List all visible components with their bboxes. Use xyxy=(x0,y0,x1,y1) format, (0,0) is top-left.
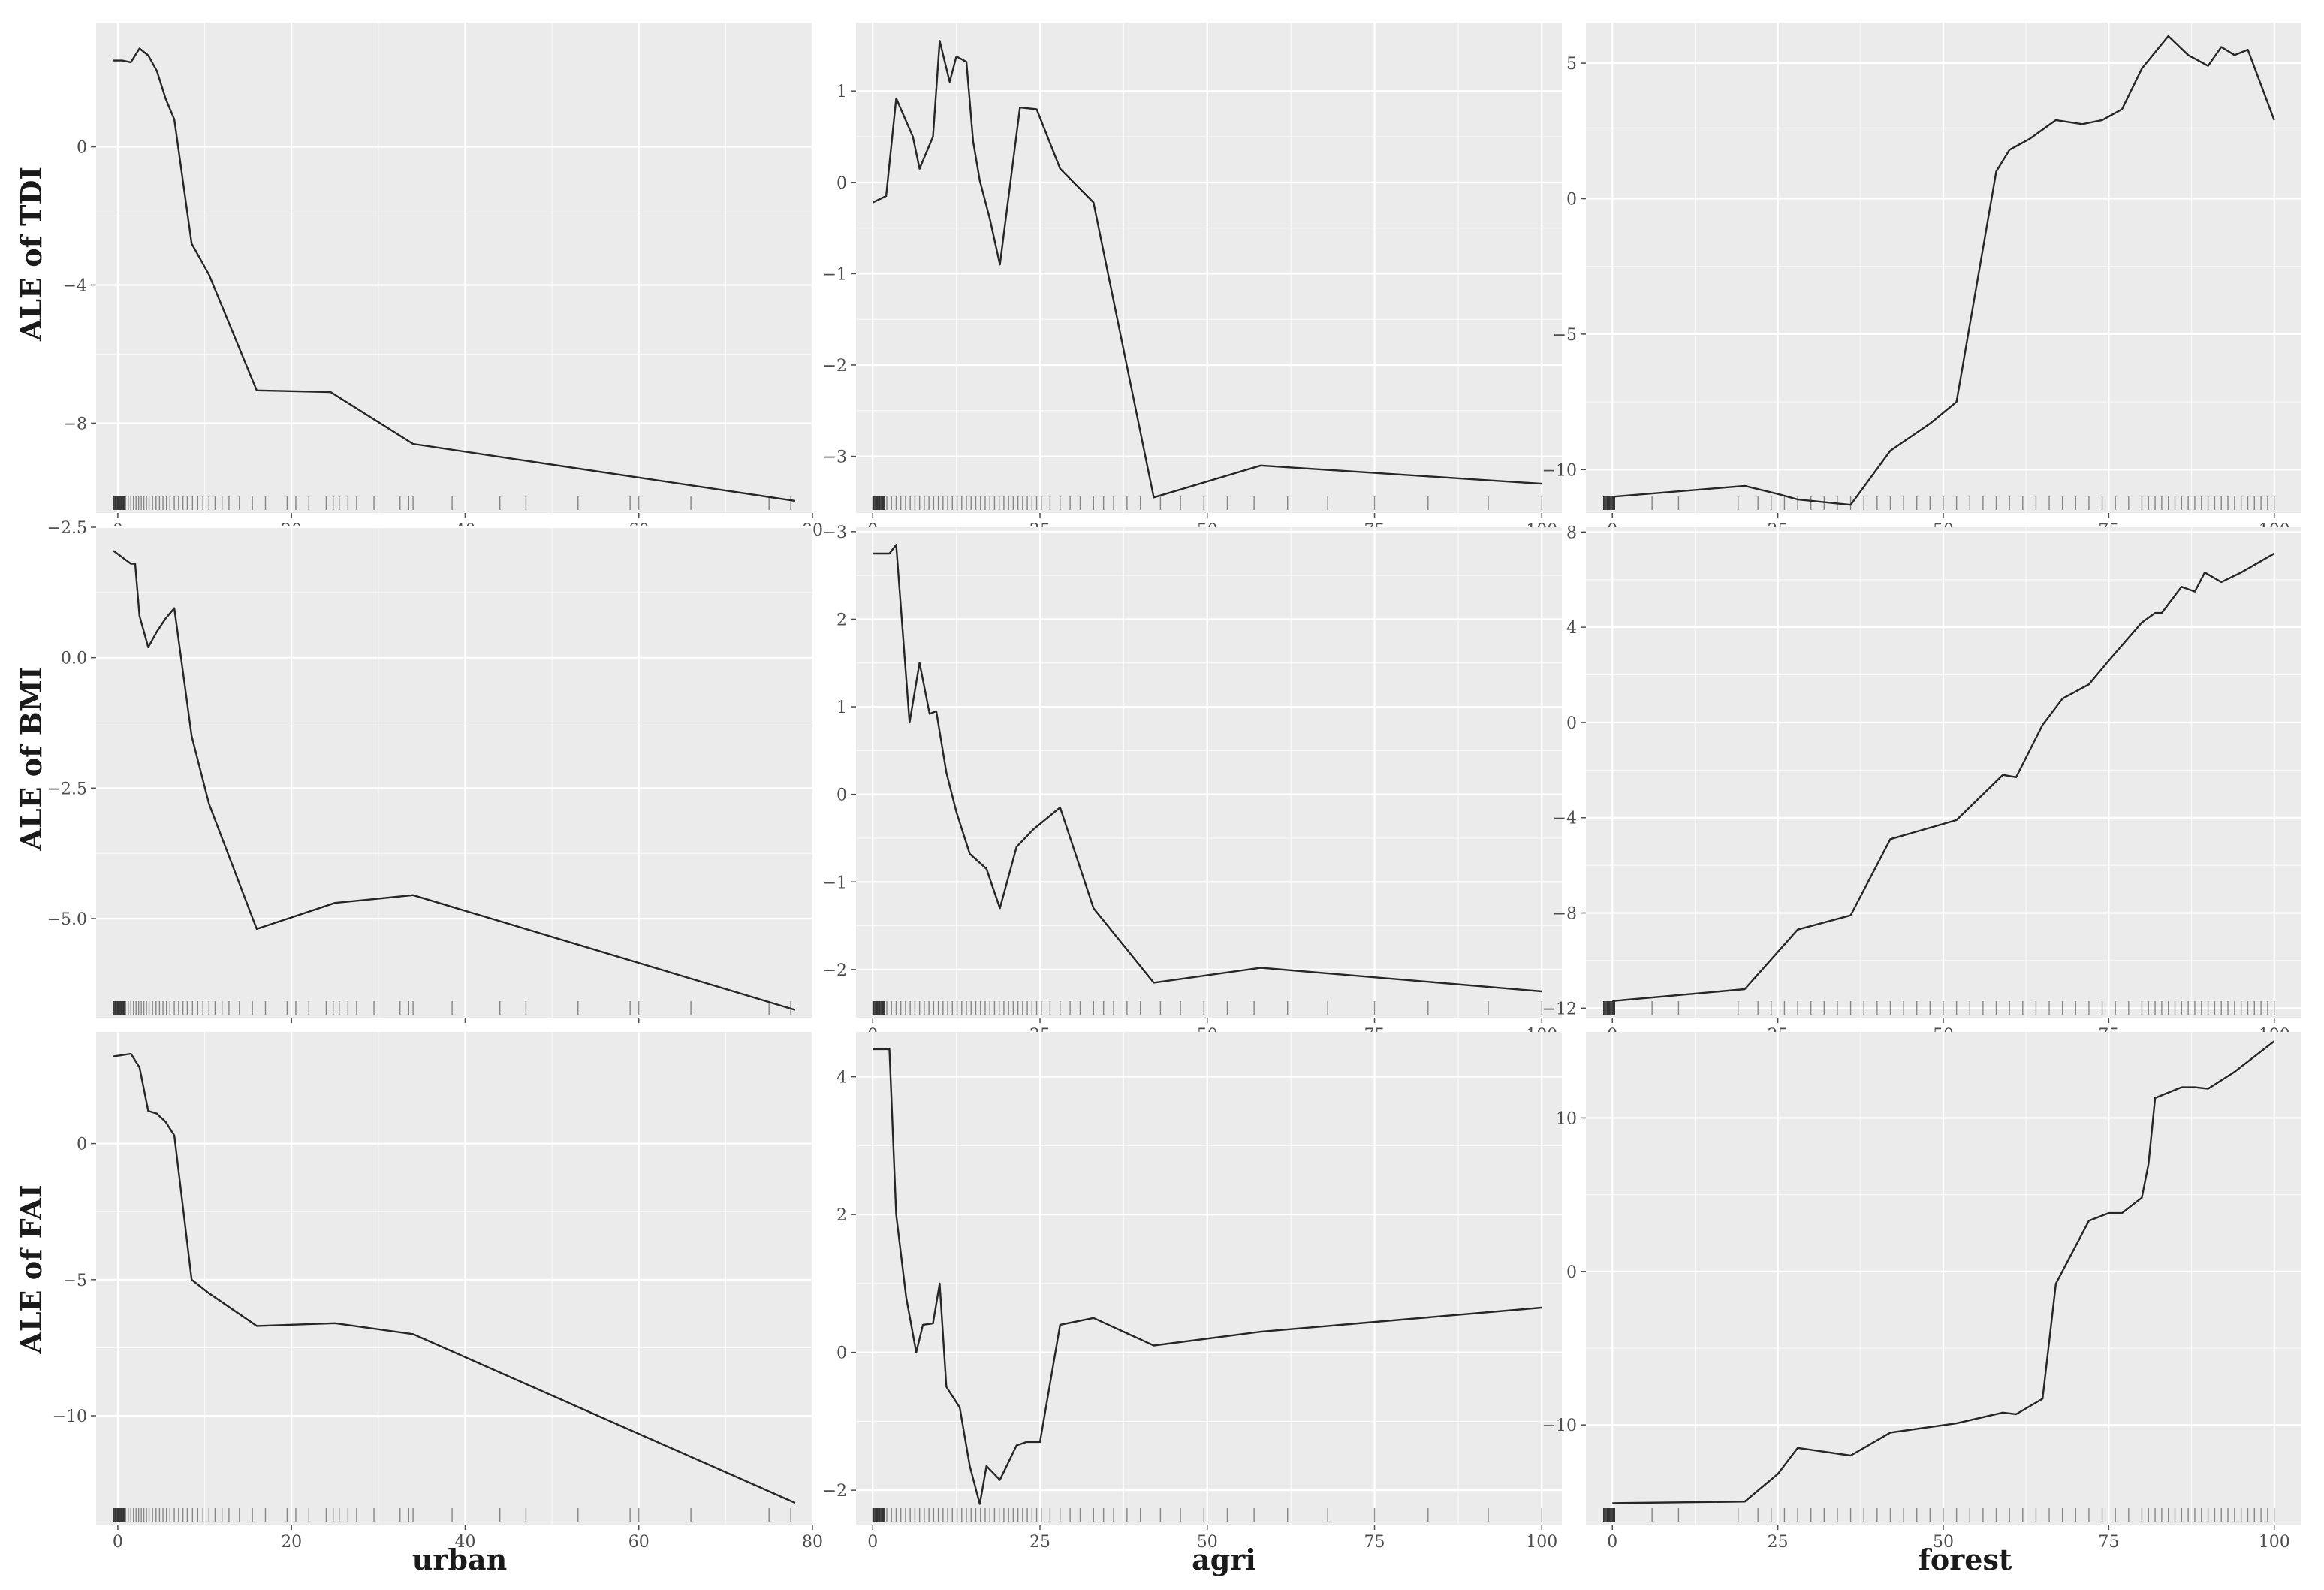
panel-7: 0 25 50 75 100 4 2 0 −2 xyxy=(823,1032,1562,1552)
y-tick-label: 1 xyxy=(836,698,847,717)
ale-line xyxy=(873,544,1542,993)
panel-background xyxy=(96,527,812,1018)
y-tick-label: −2 xyxy=(823,961,847,980)
y-tick-label: 0 xyxy=(1566,1263,1577,1282)
y-tick-label: 0 xyxy=(1566,191,1577,210)
x-axis-title-agri: agri xyxy=(1192,1543,1256,1576)
y-tick-label: 0 xyxy=(836,1344,847,1363)
x-tick-label: 50 xyxy=(1197,1533,1218,1552)
y-tick-label: −8 xyxy=(1553,905,1577,924)
y-tick-label: −4 xyxy=(1553,810,1577,828)
ale-line xyxy=(1612,552,2275,1002)
x-tick-label: 40 xyxy=(454,1533,475,1552)
y-tick-label: 2 xyxy=(836,1206,847,1225)
y-tick-label: −3 xyxy=(823,448,847,467)
ale-line xyxy=(1612,1040,2275,1504)
ale-line xyxy=(113,1052,796,1504)
x-tick-label: 75 xyxy=(1364,1533,1385,1552)
ale-line xyxy=(872,40,1542,499)
y-tick-label: 0 xyxy=(836,174,847,193)
y-tick-label: 2 xyxy=(836,611,847,629)
x-tick-label: 75 xyxy=(2098,1533,2119,1552)
x-tick-label: 20 xyxy=(281,1533,302,1552)
panel-background xyxy=(856,527,1562,1018)
y-tick-label: 10 xyxy=(1556,1109,1577,1128)
y-tick-label: −8 xyxy=(63,415,87,433)
y-tick-label: 4 xyxy=(1566,619,1577,638)
x-axis-title-urban: urban xyxy=(412,1543,507,1576)
y-tick-label: −10 xyxy=(1542,461,1577,480)
x-tick-label: 80 xyxy=(802,1533,823,1552)
y-tick-label: 0 xyxy=(836,786,847,805)
panel-6: 0 20 40 60 80 0 −5 −10 xyxy=(53,1032,823,1552)
x-tick-label: 50 xyxy=(1933,1533,1954,1552)
y-tick-label: −1 xyxy=(823,265,847,284)
ale-line xyxy=(113,550,796,1011)
y-tick-label: 0 xyxy=(77,1136,87,1154)
y-tick-label: −5.0 xyxy=(47,910,87,929)
y-tick-label: 8 xyxy=(1566,523,1577,542)
ale-line xyxy=(1612,35,2275,506)
y-tick-label: −2 xyxy=(823,357,847,376)
y-tick-label: −2 xyxy=(823,1482,847,1501)
y-tick-label: −10 xyxy=(1542,1417,1577,1435)
x-tick-label: 60 xyxy=(628,1533,650,1552)
x-tick-label: 25 xyxy=(1029,1533,1050,1552)
y-tick-label: 5 xyxy=(1566,55,1577,74)
ale-line xyxy=(113,47,796,502)
y-tick-label: −1 xyxy=(823,873,847,892)
panel-3: −2.5 0.0 −2.5 −5.0 xyxy=(47,519,812,1023)
panel-background xyxy=(856,23,1562,513)
y-tick-label: −12 xyxy=(1542,1000,1577,1018)
y-axis-title-row-0: ALE of TDI xyxy=(14,167,48,342)
y-tick-label: −4 xyxy=(63,276,87,295)
y-tick-label: 0 xyxy=(77,139,87,158)
panel-2: 025507510050−5−10 xyxy=(1542,23,2301,540)
x-tick-label: 0 xyxy=(867,1533,878,1552)
y-tick-label: −5 xyxy=(63,1272,87,1290)
panel-5: 0255075100840−4−8−12 xyxy=(1542,523,2301,1045)
y-axis-title-row-1: ALE of BMI xyxy=(14,666,48,851)
x-tick-label: 100 xyxy=(2259,1533,2290,1552)
x-tick-label: 0 xyxy=(113,1533,123,1552)
y-tick-label: −10 xyxy=(53,1407,87,1426)
panel-background xyxy=(96,1032,812,1525)
y-tick-label: 1 xyxy=(836,83,847,101)
panel-background xyxy=(856,1032,1562,1525)
y-axis-title-row-2: ALE of FAI xyxy=(14,1184,48,1354)
y-tick-label: −5 xyxy=(1553,326,1577,345)
x-tick-label: 0 xyxy=(1607,1533,1617,1552)
panel-background xyxy=(96,23,812,513)
ale-line xyxy=(873,1048,1542,1505)
x-tick-label: 100 xyxy=(1526,1533,1557,1552)
y-tick-label: 4 xyxy=(836,1069,847,1088)
y-tick-label: 0.0 xyxy=(61,650,87,668)
y-tick-label: −2.5 xyxy=(47,780,87,798)
x-axis-title-forest: forest xyxy=(1919,1543,2012,1576)
y-tick-label: −2.5 xyxy=(47,519,87,538)
y-tick-label: −3 xyxy=(823,523,847,542)
x-tick-label: 25 xyxy=(1768,1533,1789,1552)
y-tick-label: 0 xyxy=(1566,714,1577,733)
